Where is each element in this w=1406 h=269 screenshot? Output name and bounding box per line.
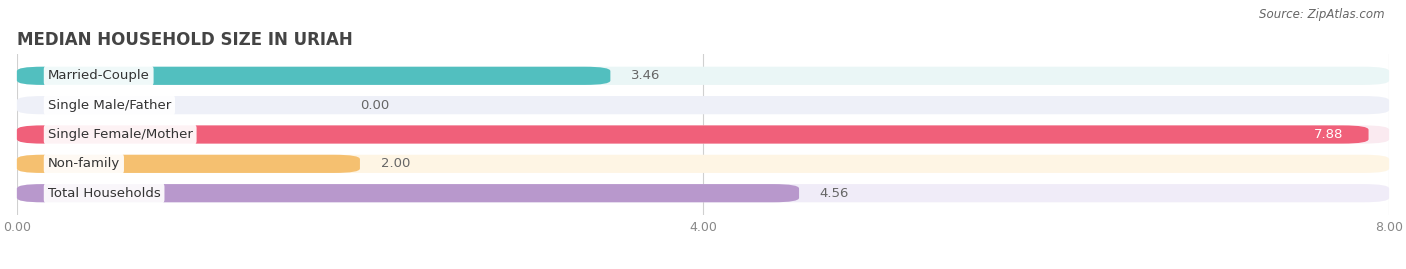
FancyBboxPatch shape — [17, 184, 799, 202]
Text: 3.46: 3.46 — [631, 69, 661, 82]
Text: Total Households: Total Households — [48, 187, 160, 200]
Text: Non-family: Non-family — [48, 157, 120, 170]
FancyBboxPatch shape — [17, 125, 1389, 144]
Text: 7.88: 7.88 — [1313, 128, 1343, 141]
Text: Single Female/Mother: Single Female/Mother — [48, 128, 193, 141]
FancyBboxPatch shape — [17, 96, 1389, 114]
Text: 0.00: 0.00 — [360, 99, 389, 112]
FancyBboxPatch shape — [17, 67, 1389, 85]
FancyBboxPatch shape — [17, 155, 360, 173]
Text: Single Male/Father: Single Male/Father — [48, 99, 172, 112]
Text: Married-Couple: Married-Couple — [48, 69, 149, 82]
Text: MEDIAN HOUSEHOLD SIZE IN URIAH: MEDIAN HOUSEHOLD SIZE IN URIAH — [17, 31, 353, 49]
FancyBboxPatch shape — [17, 67, 610, 85]
FancyBboxPatch shape — [17, 125, 1368, 144]
Text: 4.56: 4.56 — [820, 187, 849, 200]
FancyBboxPatch shape — [17, 184, 1389, 202]
Text: Source: ZipAtlas.com: Source: ZipAtlas.com — [1260, 8, 1385, 21]
FancyBboxPatch shape — [17, 155, 1389, 173]
Text: 2.00: 2.00 — [381, 157, 411, 170]
